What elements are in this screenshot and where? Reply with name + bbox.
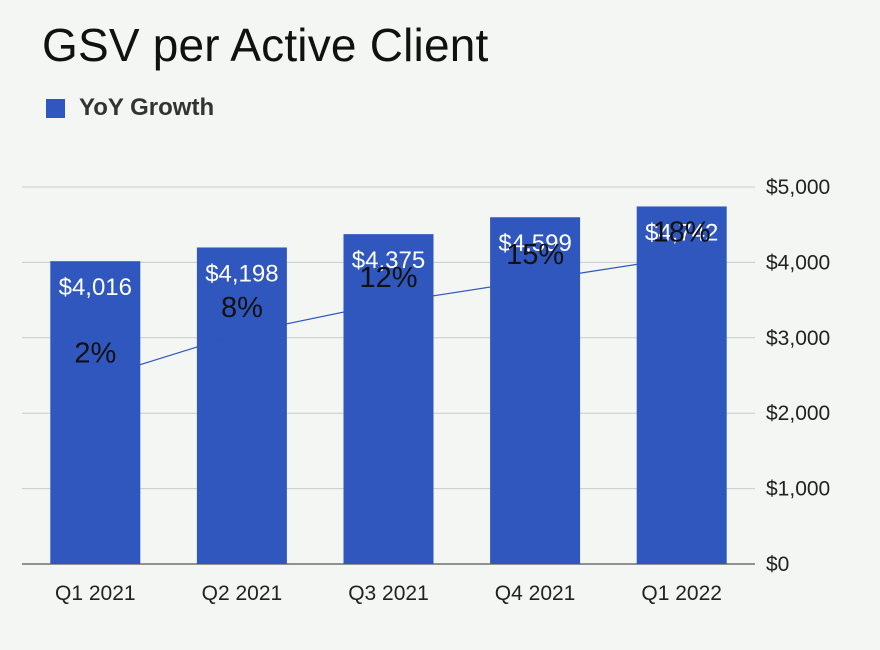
growth-point bbox=[236, 327, 248, 339]
x-tick-label: Q3 2021 bbox=[348, 582, 429, 605]
legend-label: YoY Growth bbox=[79, 94, 215, 121]
bar-value-label: $4,016 bbox=[59, 274, 132, 301]
growth-point bbox=[676, 251, 688, 263]
x-tick-label: Q1 2021 bbox=[55, 582, 136, 605]
bar-value-label: $4,599 bbox=[498, 230, 571, 257]
chart-title: GSV per Active Client bbox=[42, 19, 489, 71]
y-tick-label: $1,000 bbox=[766, 478, 830, 501]
y-tick-label: $2,000 bbox=[766, 402, 830, 425]
growth-value-label: 15% bbox=[506, 239, 564, 271]
growth-point bbox=[529, 274, 541, 286]
legend-swatch bbox=[46, 98, 65, 118]
growth-point bbox=[89, 373, 101, 385]
bar bbox=[50, 261, 141, 564]
growth-value-label: 8% bbox=[221, 292, 263, 324]
bar-value-label: $4,375 bbox=[352, 247, 425, 274]
bar bbox=[196, 247, 287, 564]
x-tick-label: Q2 2021 bbox=[202, 582, 283, 605]
x-tick-label: Q4 2021 bbox=[495, 582, 576, 605]
y-tick-label: $5,000 bbox=[766, 176, 830, 199]
y-tick-label: $4,000 bbox=[766, 251, 830, 274]
growth-point bbox=[383, 297, 394, 309]
growth-value-label: 2% bbox=[74, 338, 116, 370]
bar bbox=[343, 234, 434, 564]
bar-value-label: $4,742 bbox=[645, 219, 718, 246]
x-tick-label: Q1 2022 bbox=[641, 582, 722, 605]
legend: YoY Growth bbox=[46, 94, 214, 122]
y-tick-label: $0 bbox=[766, 553, 789, 576]
bar bbox=[636, 206, 727, 565]
growth-value-label: 12% bbox=[359, 262, 417, 294]
y-tick-label: $3,000 bbox=[766, 327, 830, 350]
growth-value-label: 18% bbox=[653, 216, 711, 248]
bar-value-label: $4,198 bbox=[205, 260, 278, 287]
